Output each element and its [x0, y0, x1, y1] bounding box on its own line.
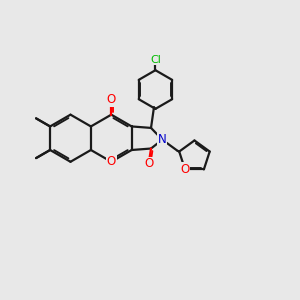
Text: O: O	[107, 93, 116, 106]
Text: Cl: Cl	[150, 55, 161, 64]
Text: N: N	[158, 133, 167, 146]
Text: O: O	[144, 157, 153, 170]
Text: O: O	[180, 163, 190, 176]
Text: O: O	[107, 155, 116, 168]
